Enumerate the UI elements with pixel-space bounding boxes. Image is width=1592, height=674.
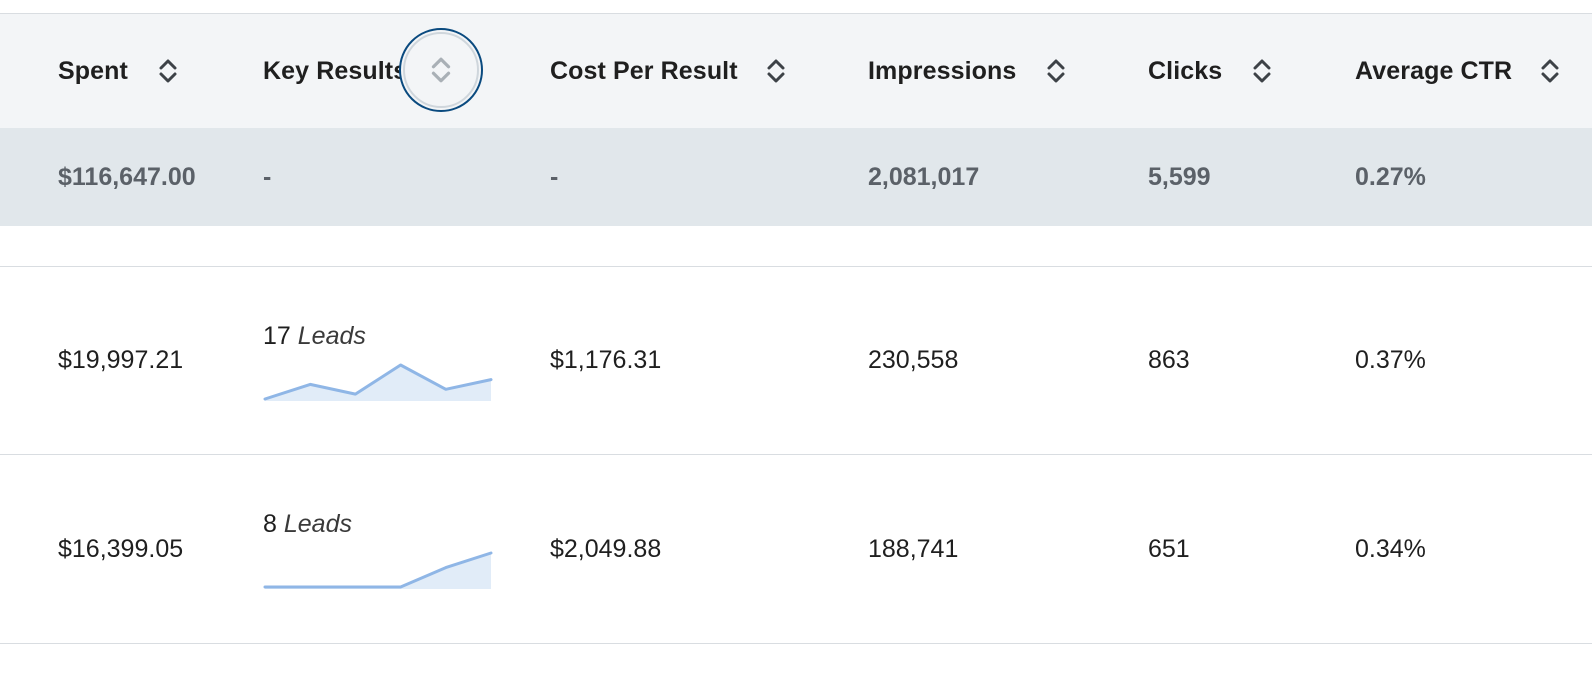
- summary-impressions: 2,081,017: [868, 162, 980, 191]
- row-impressions: 230,558: [868, 346, 959, 374]
- summary-spent: $116,647.00: [58, 162, 196, 191]
- table-row[interactable]: $16,399.05 8 Leads $2,049.88 188,741 651…: [0, 455, 1592, 644]
- key-results-count: 17: [263, 322, 291, 350]
- key-results-count: 8: [263, 510, 277, 538]
- sparkline-line: [263, 551, 493, 589]
- row-key-results: 8 Leads: [263, 509, 503, 589]
- column-header-impressions[interactable]: Impressions: [868, 14, 1138, 128]
- key-results-unit: Leads: [283, 510, 352, 538]
- column-header-spent[interactable]: Spent: [58, 14, 258, 128]
- row-cost-per-result: $1,176.31: [550, 346, 662, 374]
- sort-icon[interactable]: [1042, 55, 1070, 87]
- sort-icon[interactable]: [762, 55, 790, 87]
- key-results-unit: Leads: [297, 322, 366, 350]
- sparkline-area: [265, 365, 491, 401]
- summary-key-results: -: [263, 162, 272, 191]
- column-header-label: Average CTR: [1355, 56, 1513, 85]
- table-top-border: [0, 13, 1592, 14]
- summary-average-ctr: 0.27%: [1355, 162, 1426, 191]
- column-header-cost-per-result[interactable]: Cost Per Result: [550, 14, 850, 128]
- key-results-text: 8 Leads: [263, 509, 503, 539]
- column-header-clicks[interactable]: Clicks: [1148, 14, 1348, 128]
- table-header-row: Spent Key Results Cost Per Result Impres…: [0, 14, 1592, 128]
- row-spent: $16,399.05: [58, 534, 184, 563]
- table-row[interactable]: $19,997.21 17 Leads $1,176.31 230,558 86…: [0, 266, 1592, 455]
- row-average-ctr: 0.37%: [1355, 346, 1426, 374]
- summary-cost-per-result: -: [550, 162, 559, 191]
- sort-icon[interactable]: [1248, 55, 1276, 87]
- sparkline-area: [265, 553, 491, 589]
- key-results-sparkline: [263, 551, 493, 589]
- row-average-ctr: 0.34%: [1355, 534, 1426, 563]
- column-header-label: Spent: [58, 56, 128, 85]
- sort-icon[interactable]: [154, 55, 182, 87]
- key-results-sort-button-focused[interactable]: [399, 28, 483, 112]
- column-header-label: Impressions: [868, 56, 1017, 85]
- row-clicks: 863: [1148, 346, 1190, 374]
- column-header-label: Clicks: [1148, 56, 1223, 85]
- column-header-key-results[interactable]: Key Results: [263, 14, 533, 128]
- column-header-average-ctr[interactable]: Average CTR: [1355, 14, 1592, 128]
- row-cost-per-result: $2,049.88: [550, 534, 662, 563]
- row-key-results: 17 Leads: [263, 321, 503, 401]
- sparkline-line: [263, 363, 493, 401]
- key-results-sparkline: [263, 363, 493, 401]
- summary-clicks: 5,599: [1148, 162, 1211, 191]
- row-clicks: 651: [1148, 534, 1190, 563]
- sort-icon[interactable]: [1536, 55, 1564, 87]
- sort-icon: [431, 57, 451, 83]
- column-header-label: Cost Per Result: [550, 56, 738, 85]
- key-results-text: 17 Leads: [263, 321, 503, 351]
- row-spent: $19,997.21: [58, 346, 184, 374]
- table-summary-row: $116,647.00 - - 2,081,017 5,599 0.27%: [0, 128, 1592, 226]
- row-impressions: 188,741: [868, 534, 959, 563]
- column-header-label: Key Results: [263, 56, 408, 85]
